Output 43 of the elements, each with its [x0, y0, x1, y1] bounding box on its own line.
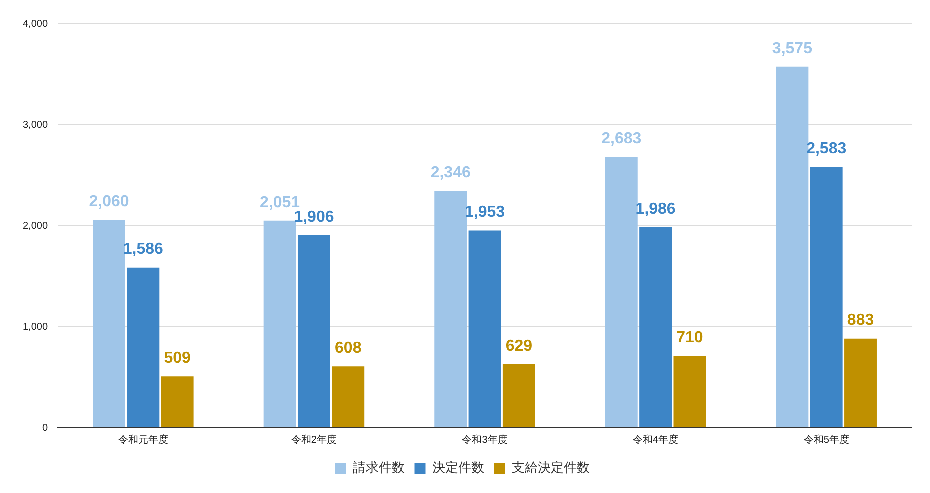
- data-label: 2,683: [602, 130, 642, 148]
- data-label: 2,060: [89, 193, 130, 210]
- y-tick-label: 0: [42, 422, 48, 434]
- x-tick-label: 令和4年度: [633, 434, 679, 446]
- data-label: 629: [506, 338, 533, 355]
- bar: [298, 235, 330, 428]
- x-tick-label: 令和元年度: [118, 434, 168, 446]
- bar: [640, 227, 672, 428]
- data-label: 608: [335, 340, 362, 357]
- legend-label: 支給決定件数: [512, 460, 590, 476]
- bar: [264, 220, 296, 428]
- data-label: 1,586: [123, 241, 164, 258]
- y-tick-label: 1,000: [22, 322, 48, 333]
- data-label: 710: [676, 330, 704, 347]
- bar: [434, 191, 468, 428]
- data-label: 2,583: [806, 140, 847, 158]
- data-label: 1,986: [636, 200, 676, 218]
- bar: [468, 230, 502, 428]
- data-label: 3,575: [772, 40, 813, 58]
- bar: [127, 268, 160, 428]
- x-tick-label: 令和5年度: [804, 434, 850, 446]
- bar: [502, 364, 536, 428]
- bar: [776, 66, 809, 428]
- data-label: 2,346: [430, 164, 471, 182]
- x-tick-label: 令和2年度: [291, 434, 337, 446]
- bar: [844, 338, 877, 428]
- legend-label: 請求件数: [352, 460, 405, 476]
- bar: [161, 376, 194, 428]
- y-tick-label: 3,000: [22, 120, 48, 131]
- bar: [810, 167, 843, 428]
- data-label: 509: [164, 350, 192, 367]
- legend-label: 決定件数: [432, 460, 484, 476]
- bar: [605, 157, 638, 428]
- bar: [674, 356, 706, 428]
- bar: [93, 220, 126, 428]
- x-tick-label: 令和3年度: [462, 434, 508, 446]
- y-tick-label: 4,000: [22, 18, 48, 30]
- data-label: 2,051: [260, 194, 300, 212]
- data-label: 1,953: [464, 204, 506, 222]
- data-label: 1,906: [294, 208, 334, 226]
- data-label: 883: [847, 312, 874, 330]
- bar: [332, 366, 365, 428]
- y-tick-label: 2,000: [22, 220, 48, 232]
